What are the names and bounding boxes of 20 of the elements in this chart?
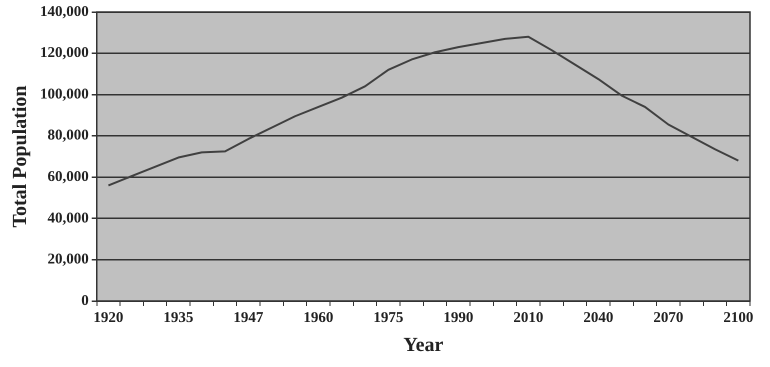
x-tick-label: 2070 <box>653 310 684 326</box>
x-tick-label: 2040 <box>583 310 614 326</box>
y-tick-label: 40,000 <box>48 210 89 226</box>
x-axis-title: Year <box>403 334 444 356</box>
y-tick-label: 60,000 <box>48 169 89 186</box>
x-tick-label: 1960 <box>303 310 334 326</box>
x-tick-label: 1975 <box>373 310 404 326</box>
y-tick-label: 120,000 <box>40 45 89 62</box>
x-tick-label: 1990 <box>443 310 474 326</box>
y-tick-label: 100,000 <box>40 86 89 102</box>
x-tick-label: 1920 <box>93 310 124 326</box>
x-tick-label: 1947 <box>233 310 264 326</box>
y-tick-label: 140,000 <box>40 4 89 20</box>
x-tick-label: 2100 <box>723 310 754 326</box>
y-tick-label: 0 <box>81 292 89 309</box>
y-axis-title: Total Population <box>9 85 32 228</box>
x-tick-label: 2010 <box>513 310 544 326</box>
y-tick-label: 20,000 <box>48 252 89 268</box>
x-tick-label: 1935 <box>163 310 194 326</box>
y-tick-label: 80,000 <box>48 128 89 144</box>
